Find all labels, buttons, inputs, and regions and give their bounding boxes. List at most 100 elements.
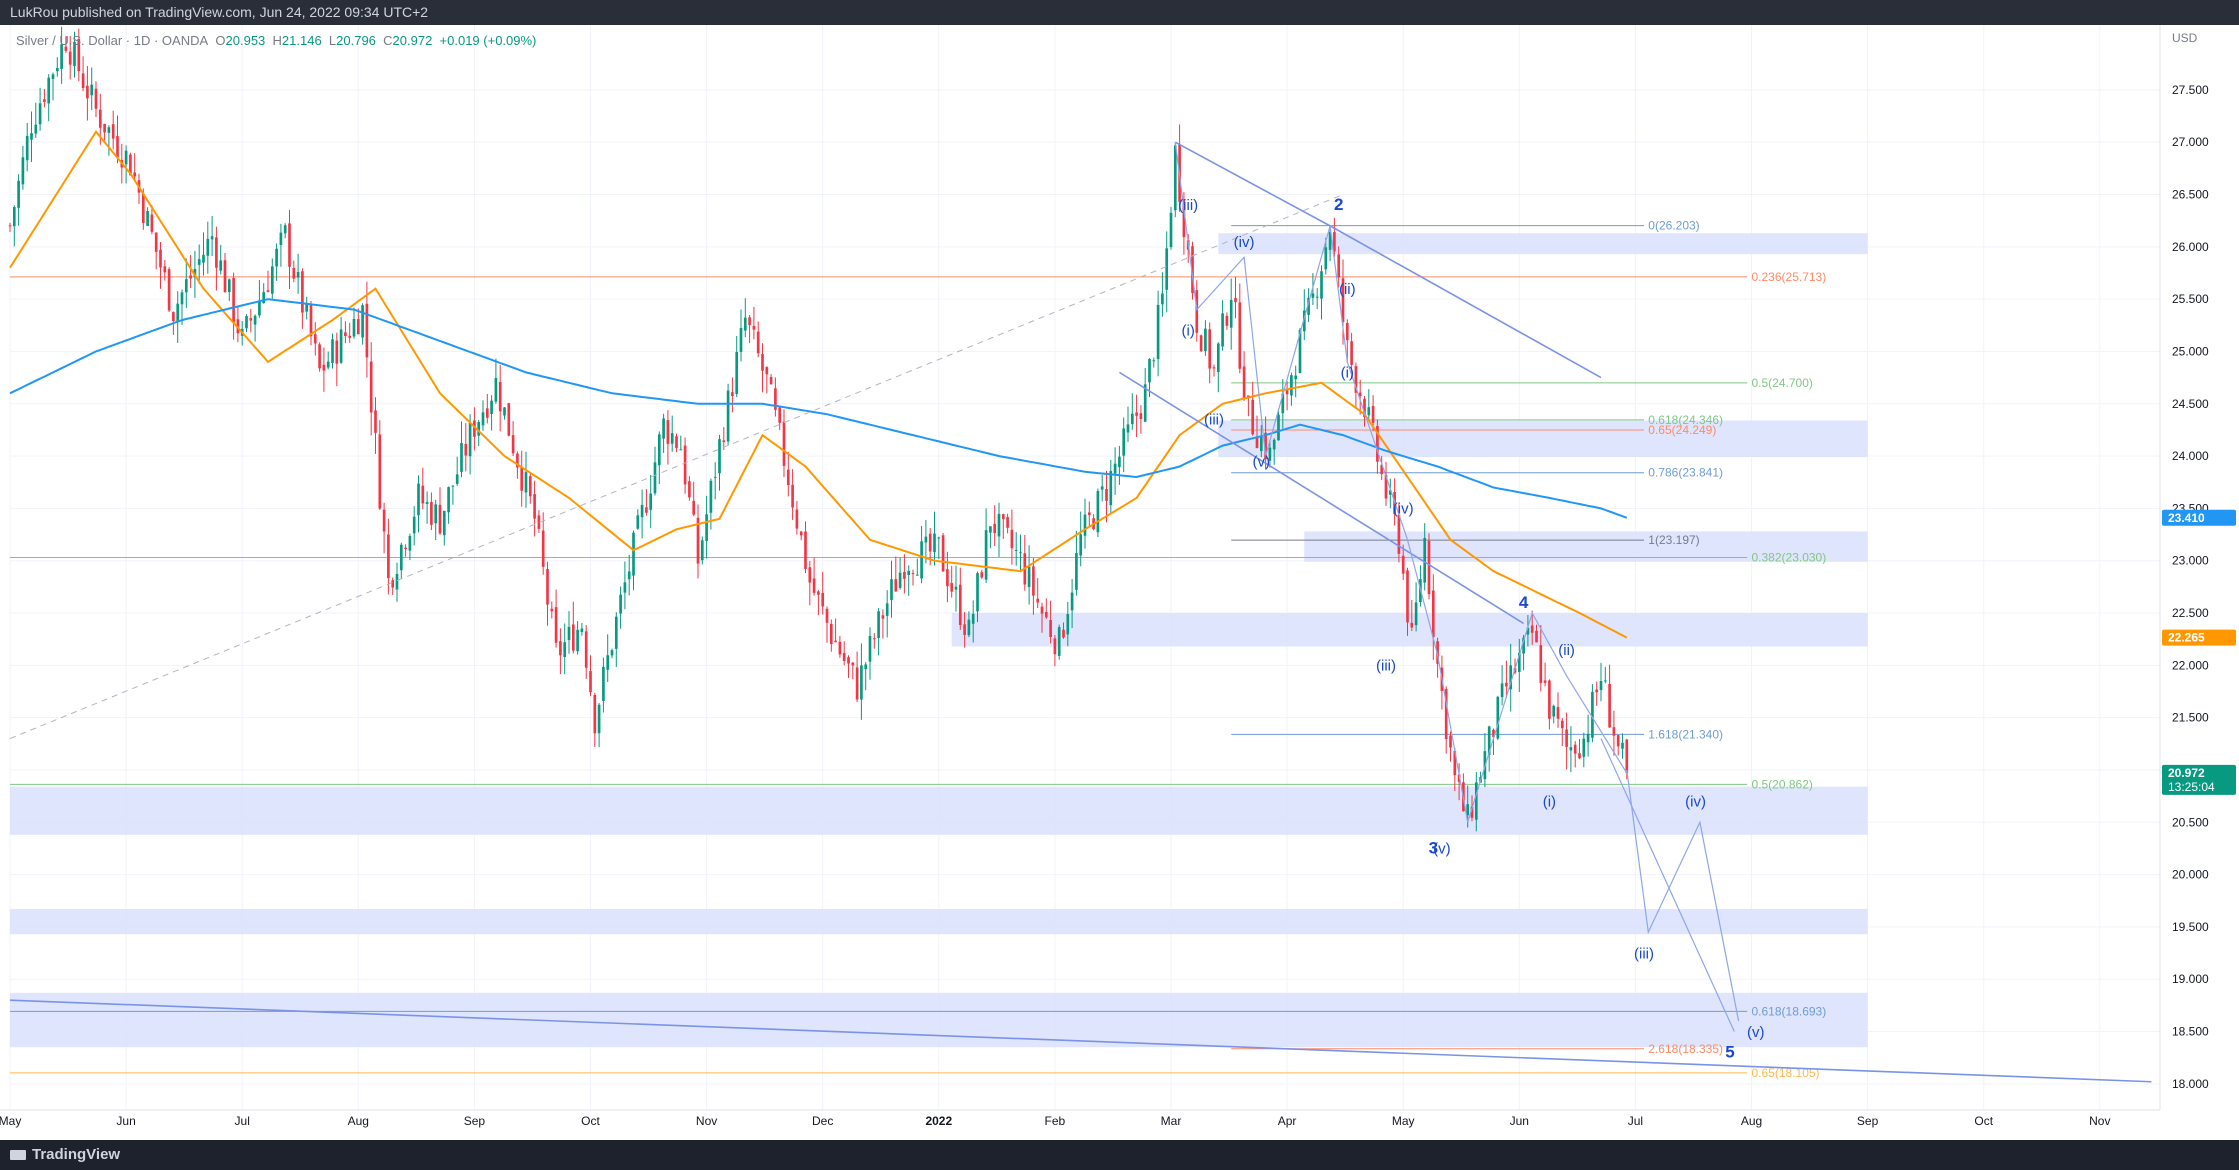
candle <box>1315 296 1319 298</box>
candle <box>1466 804 1470 816</box>
candle <box>1191 246 1194 294</box>
candle <box>124 150 128 165</box>
candle <box>1388 490 1392 495</box>
support-resistance-zone <box>951 613 1868 647</box>
candle <box>146 211 149 227</box>
candle <box>365 303 369 358</box>
candle <box>133 172 137 177</box>
wave-label: 5 <box>1725 1043 1734 1062</box>
candle <box>38 103 42 125</box>
candle <box>735 351 739 395</box>
candle <box>890 579 893 601</box>
candle <box>872 638 876 640</box>
wave-label: (i) <box>1182 323 1195 340</box>
wave-label: (v) <box>1253 454 1271 471</box>
candle <box>1436 641 1439 664</box>
candle <box>408 536 412 551</box>
candle <box>154 232 158 252</box>
candle <box>1341 278 1345 322</box>
candle <box>90 84 94 96</box>
time-tick-label: Nov <box>2089 1114 2110 1128</box>
candle <box>1264 432 1267 460</box>
candle <box>395 573 399 590</box>
price-chart[interactable]: 0(26.203) 0.236(25.713) 0.5(24.700) 0.618(2… <box>0 25 2239 1140</box>
candle <box>1608 683 1611 728</box>
candle <box>709 480 713 513</box>
candle <box>1539 645 1543 683</box>
candle <box>318 344 321 369</box>
candle <box>1582 738 1586 757</box>
candle <box>1070 592 1074 611</box>
candle <box>705 514 708 541</box>
candle <box>1384 474 1388 499</box>
candle <box>1062 629 1065 638</box>
candle <box>1182 199 1186 238</box>
time-tick-label: Jun <box>1510 1114 1529 1128</box>
time-tick-label: Sep <box>464 1114 486 1128</box>
candle <box>430 502 433 525</box>
fib-level-label: 0.382(23.030) <box>1752 551 1827 565</box>
candle <box>610 650 614 656</box>
candle <box>713 476 717 478</box>
wave-label: (iv) <box>1234 234 1255 251</box>
candle <box>1487 726 1491 755</box>
candle <box>305 304 309 312</box>
fib-level-label: 0.5(20.862) <box>1752 777 1813 791</box>
candle <box>111 124 115 139</box>
candle <box>455 474 459 484</box>
candle <box>550 608 554 612</box>
symbol-name: Silver / U.S. Dollar · 1D · OANDA <box>16 33 209 48</box>
candle <box>1311 293 1315 298</box>
candle <box>107 127 111 133</box>
currency-label: USD <box>2172 31 2198 45</box>
candle <box>546 568 549 605</box>
candle <box>851 662 855 666</box>
candle <box>885 603 889 616</box>
candle <box>761 353 764 371</box>
candle <box>1173 145 1177 211</box>
candle <box>769 376 773 385</box>
wave-label: (iv) <box>1393 501 1414 518</box>
high-label: H <box>272 33 282 48</box>
fib-level-label: 1(23.197) <box>1648 533 1699 547</box>
support-resistance-zone <box>1218 420 1868 458</box>
candle <box>391 580 395 588</box>
candle <box>829 623 833 645</box>
candle <box>993 523 997 534</box>
candle <box>520 466 524 491</box>
candle <box>842 653 846 661</box>
candle <box>361 305 364 338</box>
candle <box>387 534 390 579</box>
candle <box>675 436 678 448</box>
candle <box>1118 456 1121 468</box>
candle <box>778 407 782 423</box>
ema-fast-price-badge-bg <box>2162 629 2236 646</box>
candle <box>666 420 670 444</box>
ema-slow-price-badge-bg <box>2162 509 2236 526</box>
tradingview-logo[interactable]: TradingView <box>10 1146 120 1163</box>
candle <box>696 517 700 564</box>
candle <box>253 315 257 325</box>
candle <box>451 485 455 487</box>
candle <box>1066 614 1070 635</box>
candle <box>1014 549 1018 551</box>
price-tick-label: 27.500 <box>2172 83 2209 97</box>
candle <box>68 51 72 65</box>
candle <box>1006 517 1009 528</box>
candle <box>77 38 81 72</box>
candle <box>219 260 223 271</box>
support-resistance-zone <box>1218 233 1868 255</box>
ema-slow-price-badge: 23.410 <box>2168 511 2205 525</box>
candle <box>989 526 992 533</box>
price-tick-label: 21.500 <box>2172 711 2209 725</box>
candle <box>275 248 278 267</box>
candle <box>1302 310 1306 332</box>
candle <box>86 85 89 99</box>
candle <box>1591 691 1594 738</box>
candle <box>270 266 274 294</box>
candle <box>907 570 911 575</box>
candle <box>1075 553 1078 590</box>
time-tick-label: Oct <box>1974 1114 1993 1128</box>
candle <box>1431 590 1435 638</box>
candle <box>30 133 33 140</box>
